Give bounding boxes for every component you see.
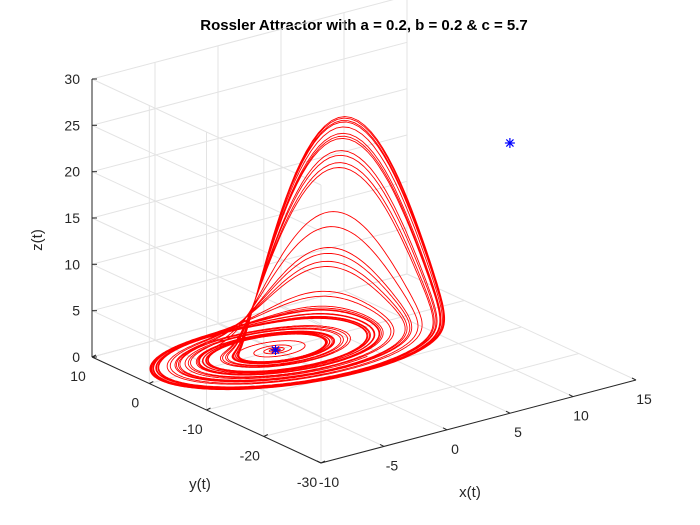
marker-stroke	[271, 345, 280, 355]
chart-title: Rossler Attractor with a = 0.2, b = 0.2 …	[200, 17, 528, 34]
y-tick-mark	[206, 407, 211, 411]
grid-line-y-floor	[149, 300, 465, 384]
rossler-trajectory	[149, 116, 446, 391]
marker-layer	[270, 138, 515, 355]
axes-frame	[91, 78, 637, 464]
grid-line-z-sidewall	[91, 78, 322, 186]
marker-stroke	[505, 138, 514, 148]
z-tick-label: 0	[72, 349, 80, 365]
equilibrium-marker-1	[270, 345, 281, 355]
x-tick-mark	[505, 410, 511, 414]
z-tick-label: 10	[64, 256, 80, 272]
y-tick-mark	[263, 434, 269, 437]
x-tick-label: 5	[514, 424, 522, 440]
axes-grid	[91, 0, 637, 464]
x-tick-mark	[442, 427, 448, 431]
equilibrium-marker-2	[504, 138, 515, 148]
z-tick-label: 30	[64, 71, 80, 87]
z-axis-label: z(t)	[29, 229, 46, 251]
x-tick-mark	[379, 443, 385, 447]
grid-line-z-backwall	[91, 41, 408, 126]
y-axis-label: y(t)	[189, 476, 211, 493]
y-tick-label: -10	[182, 421, 202, 437]
y-tick-label: -20	[240, 448, 260, 464]
y-tick-label: -30	[297, 474, 317, 490]
grid-line-y-floor	[263, 353, 579, 437]
z-tick-label: 5	[72, 303, 80, 319]
y-tick-mark	[149, 381, 154, 384]
grid-line-z-backwall	[91, 88, 408, 173]
x-tick-label: 0	[451, 441, 459, 457]
x-tick-label: -10	[319, 474, 339, 490]
grid-line-z-backwall	[91, 180, 408, 265]
z-tick-label: 25	[64, 117, 80, 133]
x-tick-label: 10	[573, 408, 589, 424]
x-tick-label: -5	[386, 457, 399, 473]
x-axis-label: x(t)	[459, 484, 481, 501]
trajectory-layer	[149, 116, 446, 391]
grid-line-z-backwall	[91, 134, 408, 219]
grid-line-z-sidewall	[91, 217, 322, 325]
x-tick-label: 15	[636, 391, 652, 407]
z-tick-label: 20	[64, 164, 80, 180]
x-tick-mark	[568, 394, 574, 398]
grid-line-z-backwall	[91, 227, 408, 312]
x-axis-line	[320, 379, 637, 464]
grid-line-z-backwall	[91, 0, 394, 80]
y-tick-label: 10	[70, 368, 86, 384]
tick-labels: -10 -5 0 5 10 15 -30 -20 -10 0 10 0 5 10 15 20 25 30	[64, 71, 652, 490]
x-tick-mark	[631, 377, 637, 381]
z-tick-label: 15	[64, 210, 80, 226]
grid-line-z-sidewall	[91, 171, 322, 279]
x-tick-mark	[316, 460, 322, 464]
y-tick-label: 0	[131, 395, 139, 411]
y-tick-mark	[320, 460, 326, 464]
